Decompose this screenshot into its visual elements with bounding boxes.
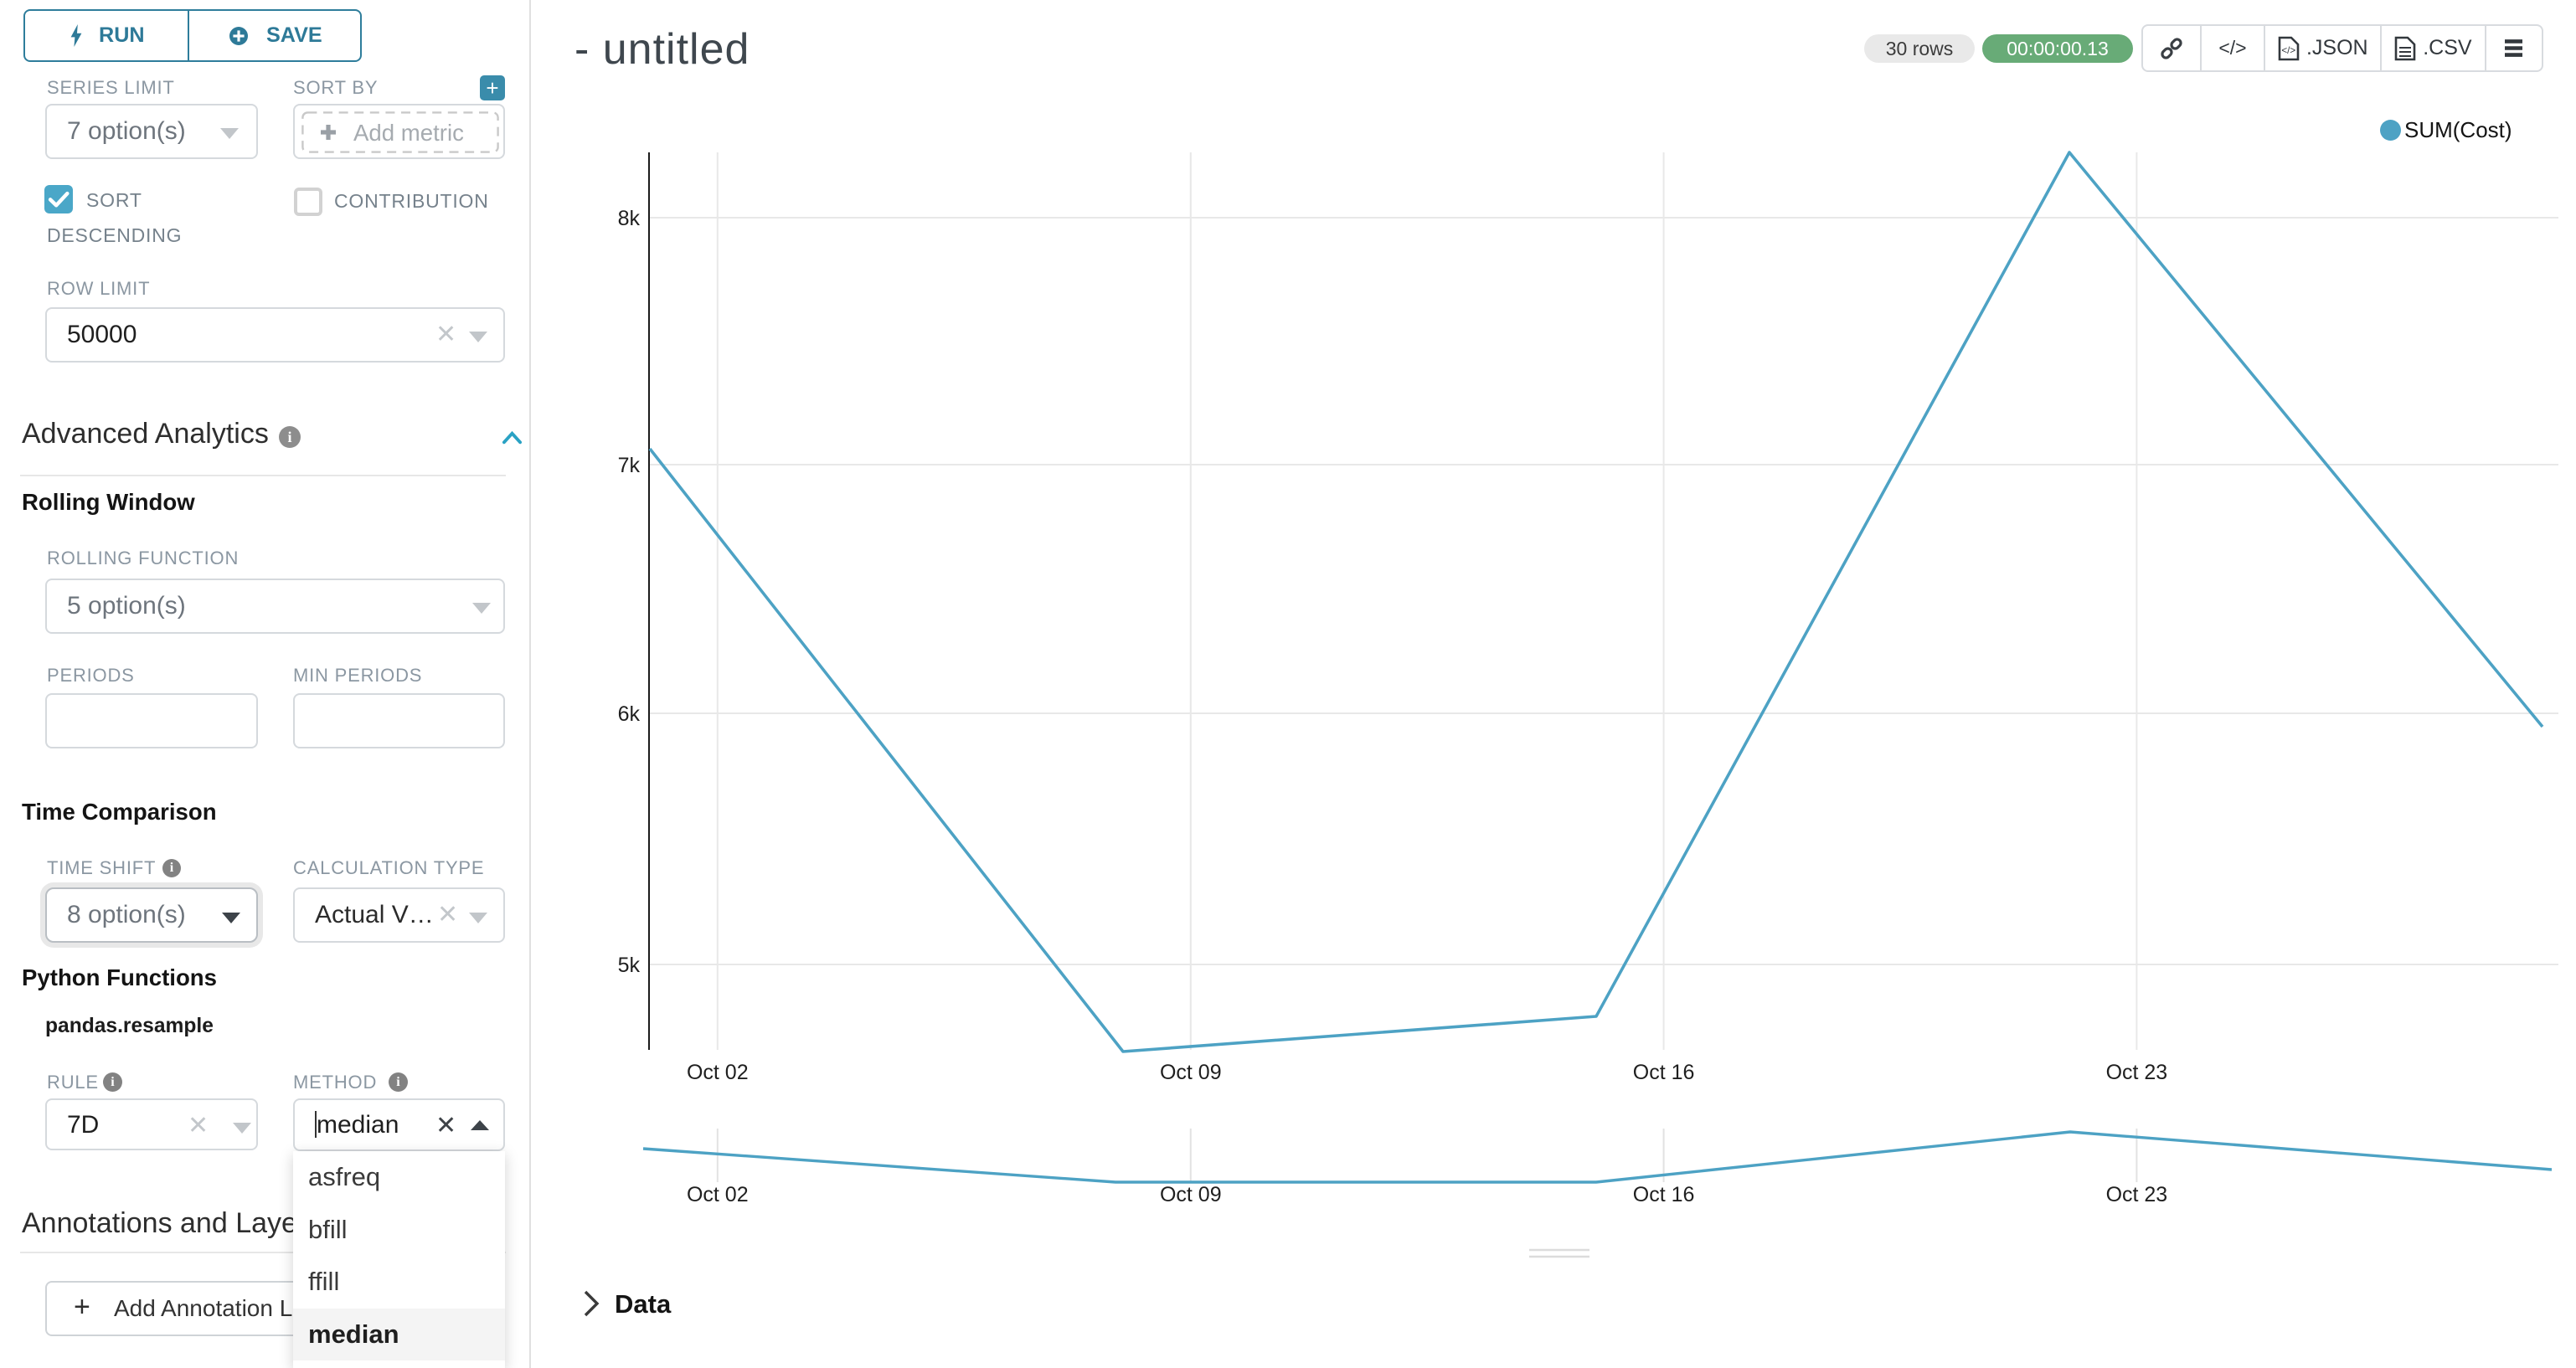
- svg-text:Add metric: Add metric: [353, 120, 464, 146]
- svg-text:Oct 02: Oct 02: [687, 1061, 749, 1084]
- svg-text:Oct 16: Oct 16: [1633, 1183, 1695, 1206]
- svg-text:Oct 23: Oct 23: [2106, 1183, 2168, 1206]
- svg-text:6k: 6k: [618, 702, 641, 726]
- svg-text:Oct 16: Oct 16: [1633, 1061, 1695, 1084]
- svg-text:</>: </>: [2281, 45, 2295, 56]
- svg-text:8k: 8k: [618, 207, 641, 230]
- svg-text:Oct 02: Oct 02: [687, 1183, 749, 1206]
- svg-text:Data: Data: [615, 1289, 672, 1319]
- svg-text:Oct 23: Oct 23: [2106, 1061, 2168, 1084]
- svg-text:Oct 09: Oct 09: [1160, 1061, 1222, 1084]
- svg-text:5k: 5k: [618, 954, 641, 977]
- svg-text:7k: 7k: [618, 454, 641, 477]
- svg-text:Oct 09: Oct 09: [1160, 1183, 1222, 1206]
